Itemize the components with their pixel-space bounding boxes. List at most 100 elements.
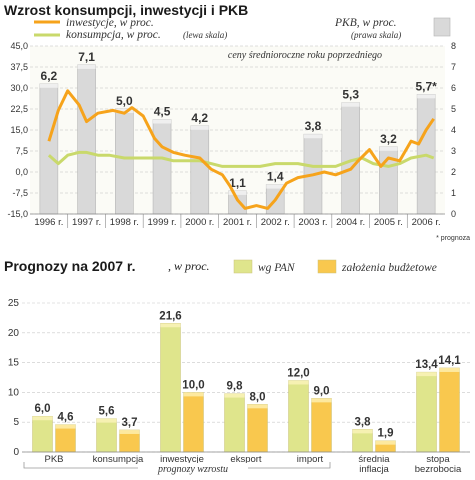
- chart1-xtick: 2003 r.: [298, 217, 327, 228]
- chart1-pkb-bar-top: [39, 83, 58, 88]
- chart1-xtick: 2004 r.: [336, 217, 365, 228]
- chart1-pkb-label: 5,0: [116, 94, 133, 108]
- chart2-bar-top: [160, 323, 181, 328]
- chart2-bar-pan: [288, 380, 309, 453]
- chart1-pkb-bar: [77, 64, 96, 215]
- chart2-bar-pan: [96, 418, 117, 453]
- chart2-xtick: konsumpcja: [93, 454, 144, 465]
- chart1-pkb-label: 4,2: [191, 111, 208, 125]
- chart1-pkb-label: 3,2: [380, 132, 397, 146]
- chart1-xtick: 2002 r.: [261, 217, 290, 228]
- chart1-legend-pkb-note: (prawa skala): [351, 30, 401, 40]
- chart1-legend-swatch-pkb: [433, 17, 451, 37]
- chart1-xtick: 1998 r.: [110, 217, 139, 228]
- chart2-ytick: 20: [8, 328, 20, 339]
- chart2-bar-top: [119, 429, 140, 434]
- chart2-bar-budzet: [247, 404, 268, 453]
- chart1-pkb-bar-top: [190, 125, 209, 130]
- chart2-bar-pan: [416, 371, 437, 453]
- chart2-value-label: 9,8: [227, 381, 244, 393]
- chart2-xtick: średnia: [358, 454, 390, 465]
- chart1-pkb-label: 1,1: [229, 176, 246, 190]
- chart1-ytick-right: 6: [451, 83, 456, 93]
- chart2-xtick: import: [297, 454, 324, 465]
- chart1-konsumpcja-line: [47, 150, 435, 168]
- chart2-legend-budzet: założenia budżetowe: [341, 262, 437, 274]
- chart1-xtick: 1996 r.: [34, 217, 63, 228]
- chart1-xtick: 1999 r.: [148, 217, 177, 228]
- chart2-bar-top: [311, 398, 332, 403]
- chart1-xtick: 2000 r.: [185, 217, 214, 228]
- chart1-pkb-label: 7,1: [78, 50, 95, 64]
- chart2-value-label: 13,4: [415, 359, 438, 371]
- chart1-ytick-right: 4: [451, 125, 456, 135]
- chart2-value-label: 8,0: [250, 391, 266, 403]
- chart1-ytick-left: 30,0: [10, 83, 28, 93]
- chart1-xtick: 1997 r.: [72, 217, 101, 228]
- chart1-ytick-left: 15,0: [10, 125, 28, 135]
- chart2-legend-pan: wg PAN: [258, 262, 296, 274]
- chart2-ytick: 5: [13, 417, 19, 428]
- chart2-bar-pan: [160, 323, 181, 453]
- chart2-xtick: eksport: [230, 454, 262, 465]
- chart2-value-label: 12,0: [287, 367, 309, 379]
- chart2-unit: , w proc.: [168, 259, 210, 273]
- chart1-pkb-label: 6,2: [41, 69, 58, 83]
- chart1-xtick: 2005 r.: [374, 217, 403, 228]
- chart1-pkb-bar-top: [115, 109, 134, 113]
- chart1-pkb-bar-top: [228, 190, 247, 195]
- chart1-pkb-bar-top: [266, 184, 285, 189]
- chart2-bar-top: [247, 404, 268, 409]
- chart1-footnote: * prognoza: [436, 235, 470, 242]
- chart2-bar-top: [224, 393, 245, 398]
- chart1-ytick-left: -7,5: [12, 188, 28, 198]
- chart2-value-label: 21,6: [159, 310, 181, 322]
- chart1-title: Wzrost konsumpcji, inwestycji i PKB: [4, 2, 249, 18]
- chart2-bar-top: [96, 418, 117, 423]
- chart2-ytick: 10: [8, 387, 20, 398]
- chart2-value-label: 14,1: [438, 355, 461, 367]
- chart2-bar-top: [375, 440, 396, 445]
- chart1-ytick-left: 7,5: [15, 146, 28, 156]
- chart1-ytick-right: 5: [451, 104, 456, 114]
- chart1-ytick-left: 45,0: [10, 41, 28, 51]
- chart1-legend-pkb: PKB, w proc.: [334, 17, 397, 29]
- chart1-ytick-right: 7: [451, 62, 456, 72]
- chart2-legend-swatch-pan: [233, 259, 253, 274]
- chart1-pkb-label: 3,8: [305, 119, 322, 133]
- chart1-ytick-right: 1: [451, 188, 456, 198]
- chart1-xtick: 2001 r.: [223, 217, 252, 228]
- chart1-pkb-bar-top: [303, 134, 322, 139]
- chart2-value-label: 5,6: [99, 406, 115, 418]
- chart2-title: Prognozy na 2007 r.: [4, 258, 136, 274]
- chart2-bar-top: [352, 429, 373, 434]
- chart2-value-label: 1,9: [378, 428, 394, 440]
- chart2-bar-top: [288, 380, 309, 385]
- chart2-ytick: 15: [8, 358, 20, 369]
- chart1-pkb-bar: [39, 83, 59, 215]
- chart1-legend-inwestycje: inwestycje, w proc.: [66, 17, 154, 29]
- chart2-bar-budzet: [183, 392, 204, 453]
- chart2-bar-top: [32, 416, 53, 421]
- chart1-inwestycje-line: [47, 89, 435, 210]
- chart2-value-label: 3,8: [355, 416, 372, 428]
- chart1-ytick-right: 0: [451, 209, 456, 219]
- chart2-value-label: 10,0: [182, 379, 204, 391]
- chart2-xtick: stopa: [426, 454, 450, 465]
- chart2-bar-top: [183, 392, 204, 397]
- chart1-ytick-left: 0,0: [15, 167, 28, 177]
- chart2-bar-budzet: [439, 367, 460, 453]
- chart2-ytick: 25: [8, 298, 20, 309]
- chart2-legend-swatch-budzet: [317, 259, 337, 274]
- chart2-xtick: inwestycje: [160, 454, 204, 465]
- chart1-legend-konsumpcja: konsumpcja, w proc.: [66, 29, 161, 41]
- chart1-ytick-right: 2: [451, 167, 456, 177]
- chart2-group-label-bg: [138, 463, 248, 474]
- chart2-bar-pan: [32, 415, 53, 453]
- chart2-value-label: 6,0: [35, 403, 51, 415]
- chart1-pkb-bar-top: [417, 94, 436, 99]
- chart2-xtick: PKB: [44, 454, 63, 465]
- chart2-bar-top: [416, 372, 437, 377]
- chart2-bar-top: [55, 424, 76, 429]
- chart2-bar-budzet: [311, 398, 332, 453]
